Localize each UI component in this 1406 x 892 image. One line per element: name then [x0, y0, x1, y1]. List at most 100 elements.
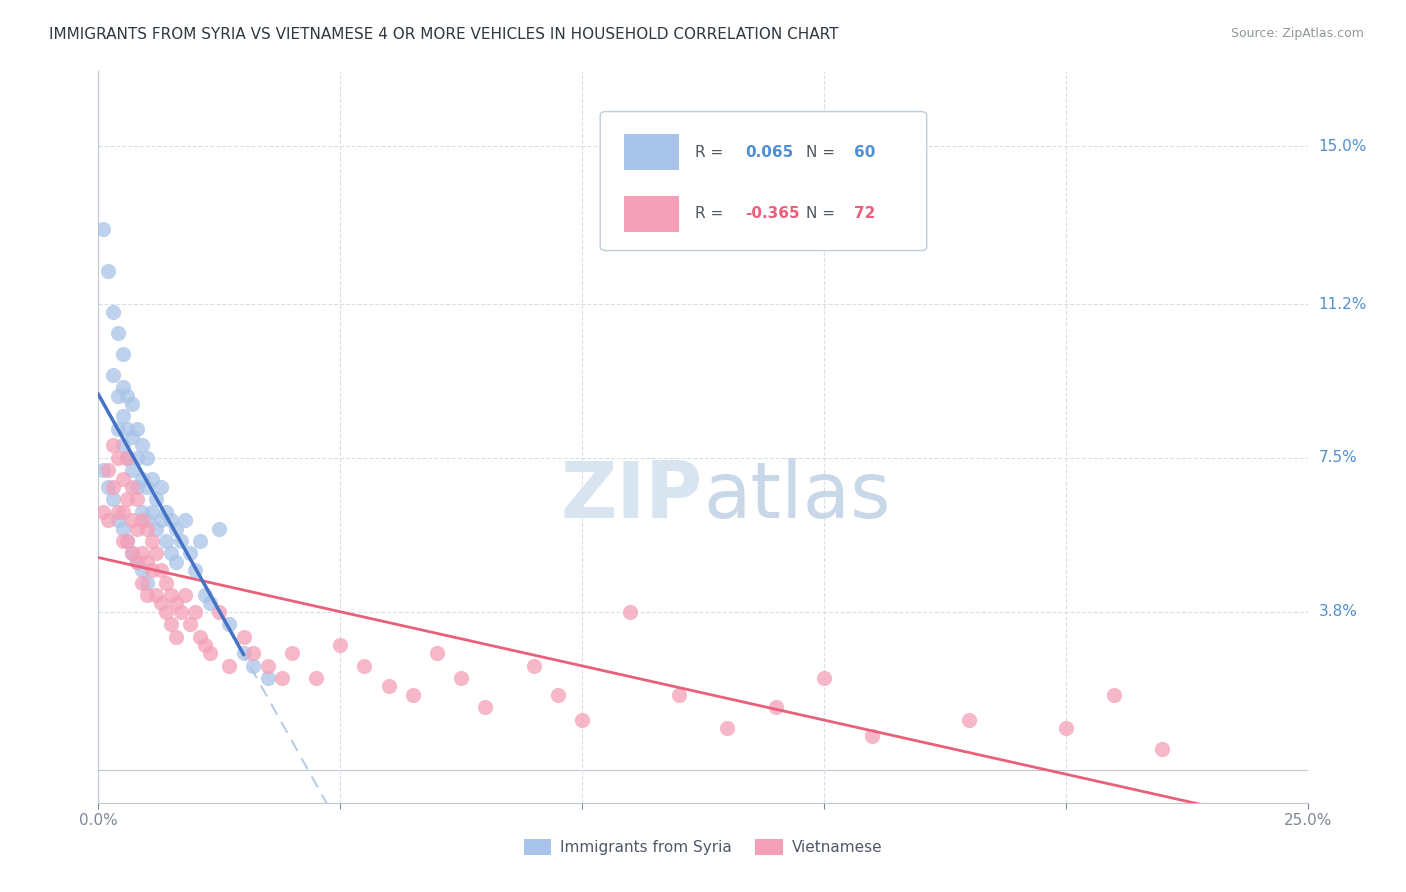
Point	[184, 563, 207, 577]
Point	[179, 617, 201, 632]
Point	[242, 658, 264, 673]
Legend: Immigrants from Syria, Vietnamese: Immigrants from Syria, Vietnamese	[517, 833, 889, 861]
Point	[160, 588, 183, 602]
Point	[198, 646, 221, 660]
Point	[150, 563, 173, 577]
Point	[107, 422, 129, 436]
Text: 0.065: 0.065	[745, 145, 793, 160]
Point	[107, 388, 129, 402]
Point	[111, 533, 134, 548]
Text: 11.2%: 11.2%	[1319, 297, 1367, 311]
Point	[218, 658, 240, 673]
Point	[101, 480, 124, 494]
Point	[111, 347, 134, 361]
Point	[131, 575, 153, 590]
Point	[107, 326, 129, 341]
Point	[271, 671, 294, 685]
Point	[160, 617, 183, 632]
Text: 72: 72	[855, 206, 876, 221]
Point	[232, 630, 254, 644]
Point	[1054, 721, 1077, 735]
Point	[474, 700, 496, 714]
Text: 15.0%: 15.0%	[1319, 138, 1367, 153]
Point	[101, 492, 124, 507]
Point	[571, 713, 593, 727]
Point	[91, 505, 114, 519]
Point	[194, 638, 217, 652]
Point	[107, 513, 129, 527]
Point	[135, 555, 157, 569]
Point	[765, 700, 787, 714]
Point	[117, 422, 139, 436]
Point	[117, 492, 139, 507]
Point	[121, 430, 143, 444]
Point	[131, 513, 153, 527]
Point	[165, 555, 187, 569]
Point	[107, 505, 129, 519]
Point	[135, 450, 157, 465]
Point	[121, 480, 143, 494]
Point	[145, 546, 167, 560]
Point	[353, 658, 375, 673]
Point	[101, 305, 124, 319]
Point	[135, 575, 157, 590]
Text: IMMIGRANTS FROM SYRIA VS VIETNAMESE 4 OR MORE VEHICLES IN HOUSEHOLD CORRELATION : IMMIGRANTS FROM SYRIA VS VIETNAMESE 4 OR…	[49, 27, 839, 42]
Text: N =: N =	[806, 145, 839, 160]
Point	[174, 513, 197, 527]
Bar	[624, 195, 679, 232]
Point	[208, 521, 231, 535]
Point	[127, 555, 149, 569]
Point	[165, 521, 187, 535]
Text: 7.5%: 7.5%	[1319, 450, 1357, 466]
Point	[174, 588, 197, 602]
Point	[127, 521, 149, 535]
Point	[194, 588, 217, 602]
Bar	[624, 134, 679, 170]
Point	[188, 533, 211, 548]
Point	[135, 513, 157, 527]
Text: 60: 60	[855, 145, 876, 160]
Point	[450, 671, 472, 685]
Point	[165, 630, 187, 644]
Point	[127, 450, 149, 465]
Point	[169, 605, 191, 619]
Point	[155, 575, 177, 590]
Point	[218, 617, 240, 632]
Point	[111, 438, 134, 452]
Point	[426, 646, 449, 660]
Point	[619, 605, 641, 619]
Point	[111, 409, 134, 424]
Point	[242, 646, 264, 660]
Point	[305, 671, 328, 685]
Point	[155, 533, 177, 548]
Point	[111, 472, 134, 486]
Point	[101, 438, 124, 452]
Point	[97, 513, 120, 527]
Point	[135, 480, 157, 494]
Point	[165, 596, 187, 610]
Point	[145, 521, 167, 535]
Point	[281, 646, 304, 660]
Point	[256, 671, 278, 685]
Point	[141, 472, 163, 486]
Point	[135, 588, 157, 602]
Point	[141, 505, 163, 519]
Text: Source: ZipAtlas.com: Source: ZipAtlas.com	[1230, 27, 1364, 40]
Point	[91, 222, 114, 236]
Text: R =: R =	[695, 206, 728, 221]
Text: 3.8%: 3.8%	[1319, 604, 1358, 619]
Point	[131, 546, 153, 560]
Point	[117, 450, 139, 465]
Point	[150, 596, 173, 610]
Point	[668, 688, 690, 702]
Point	[127, 555, 149, 569]
Point	[97, 480, 120, 494]
Point	[107, 450, 129, 465]
Point	[169, 533, 191, 548]
Point	[184, 605, 207, 619]
Point	[127, 492, 149, 507]
Point	[121, 546, 143, 560]
Point	[141, 563, 163, 577]
Point	[131, 472, 153, 486]
Text: -0.365: -0.365	[745, 206, 800, 221]
